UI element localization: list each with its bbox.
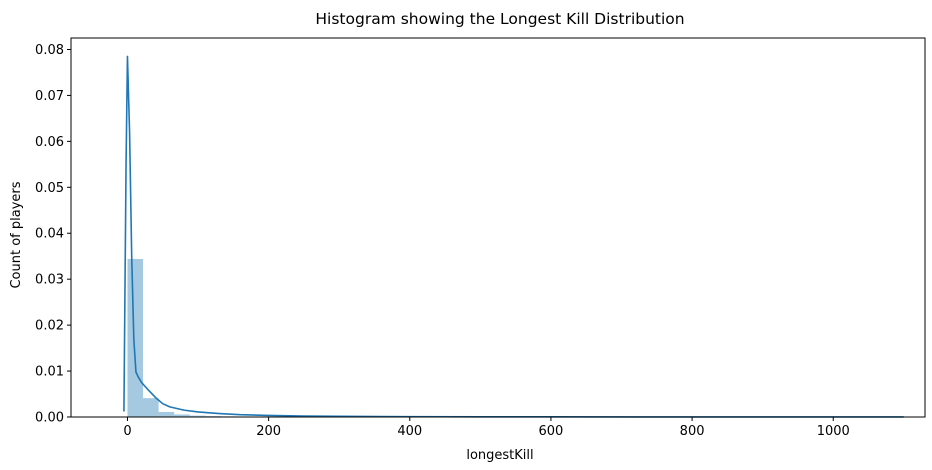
histogram-bar: [143, 398, 159, 417]
x-axis-label: longestKill: [466, 448, 533, 463]
y-tick-label: 0.03: [35, 273, 64, 288]
y-tick-label: 0.07: [35, 89, 64, 104]
kde-curve-group: [123, 55, 904, 418]
x-tick-label: 0: [123, 424, 131, 439]
x-tick-label: 1000: [817, 424, 850, 439]
x-tick-label: 400: [397, 424, 422, 439]
histogram-bar: [127, 258, 144, 417]
histogram-bar: [189, 415, 206, 417]
y-axis-ticks: 0.00 0.01 0.02 0.03 0.04 0.05 0.06 0.07 0.08: [35, 43, 71, 426]
chart-title: Histogram showing the Longest Kill Distr…: [315, 10, 684, 28]
y-axis-label: Count of players: [9, 181, 24, 288]
y-tick-label: 0.02: [35, 319, 64, 334]
x-axis-ticks: 0 200 400 600 800 1000: [123, 417, 850, 439]
y-tick-label: 0.06: [35, 135, 64, 150]
y-tick-label: 0.00: [35, 411, 64, 426]
histogram-bars: [127, 258, 907, 417]
y-tick-label: 0.05: [35, 181, 64, 196]
y-tick-label: 0.01: [35, 365, 64, 380]
x-tick-label: 600: [539, 424, 564, 439]
plot-area-frame: [70, 37, 926, 418]
histogram-bar: [174, 414, 190, 417]
histogram-bar: [158, 411, 175, 417]
kde-line: [123, 55, 904, 418]
y-tick-label: 0.04: [35, 227, 64, 242]
x-tick-label: 800: [680, 424, 705, 439]
y-tick-label: 0.08: [35, 43, 64, 58]
x-tick-label: 200: [256, 424, 281, 439]
